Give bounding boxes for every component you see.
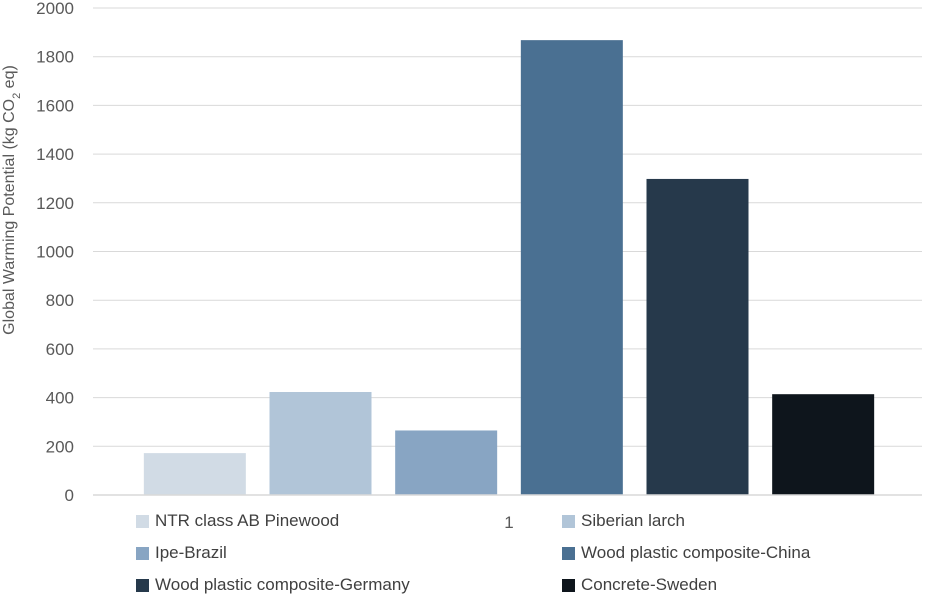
legend-item: Siberian larch [562, 510, 685, 532]
y-tick-label: 600 [46, 340, 74, 359]
y-tick-label: 1200 [36, 194, 74, 213]
y-axis-label-main: Global Warming Potential (kg CO [1, 99, 18, 335]
legend-item: NTR class AB Pinewood [136, 510, 339, 532]
y-tick-label: 1000 [36, 243, 74, 262]
bar [772, 394, 875, 495]
y-tick-label: 200 [46, 437, 74, 456]
y-axis-label-subscript: 2 [11, 93, 23, 99]
legend-swatch [562, 514, 575, 528]
legend-swatch [562, 578, 575, 592]
legend-label: NTR class AB Pinewood [155, 511, 340, 530]
bar [143, 453, 246, 495]
bars [143, 40, 875, 495]
y-tick-label: 1800 [36, 48, 74, 67]
y-tick-label: 1600 [36, 96, 74, 115]
bar [269, 391, 372, 495]
legend-swatch [136, 514, 149, 528]
legend-item: Wood plastic composite-Germany [136, 574, 410, 596]
y-tick-label: 400 [46, 389, 74, 408]
legend-label: Ipe-Brazil [155, 543, 227, 562]
legend-item: Concrete-Sweden [562, 574, 717, 596]
legend-label: Wood plastic composite-China [581, 543, 811, 562]
legend-label: Siberian larch [581, 511, 685, 530]
bar [395, 430, 498, 495]
legend-label: Concrete-Sweden [581, 575, 718, 594]
y-tick-label: 800 [46, 291, 74, 310]
legend-swatch [562, 546, 575, 560]
bar [646, 178, 749, 495]
legend-swatch [136, 578, 149, 592]
gridlines [93, 7, 922, 447]
y-tick-label: 0 [65, 486, 74, 505]
legend: NTR class AB Pinewood Siberian larch Ipe-B… [0, 510, 925, 600]
legend-item: Ipe-Brazil [136, 542, 227, 564]
legend-item: Wood plastic composite-China [562, 542, 810, 564]
y-tick-label: 1400 [36, 145, 74, 164]
x-category-label: 1 [504, 513, 513, 532]
y-axis-label: Global Warming Potential (kg CO2 eq) [1, 65, 23, 335]
y-axis-label-tail: eq) [1, 65, 18, 93]
y-axis-ticks: 0 200 400 600 800 1000 1200 1400 1600 1800 2000 [36, 0, 74, 505]
legend-swatch [136, 546, 149, 560]
legend-label: Wood plastic composite-Germany [155, 575, 410, 594]
y-tick-label: 2000 [36, 0, 74, 18]
bar [520, 40, 623, 495]
